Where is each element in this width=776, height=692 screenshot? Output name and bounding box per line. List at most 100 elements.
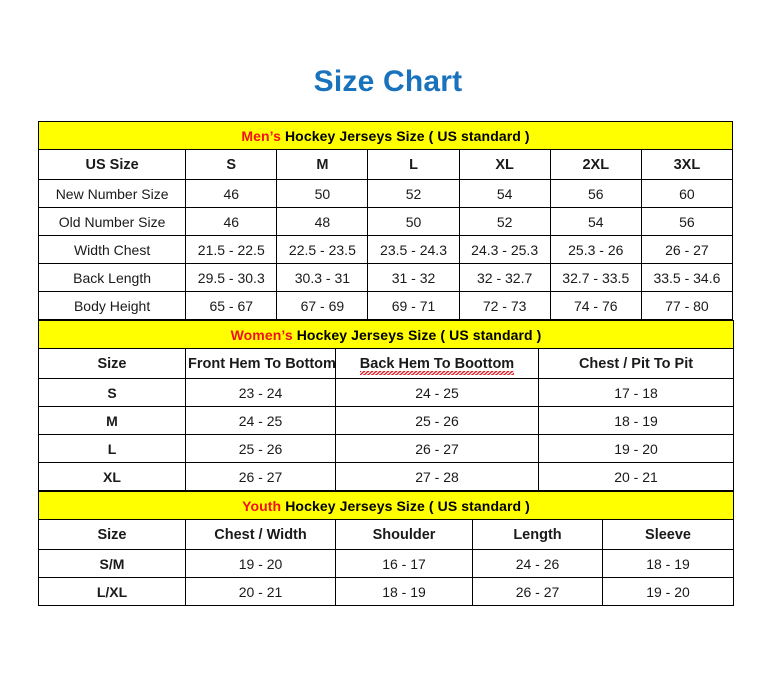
mens-row-label-new-number-size: New Number Size — [37, 179, 187, 208]
table-cell: 65 - 67 — [185, 291, 278, 320]
mens-section-banner-row: Men’s Hockey Jerseys Size ( US standard … — [38, 121, 733, 150]
womens-col-header-back-hem: Back Hem To Boottom — [335, 348, 539, 379]
table-cell: 74 - 76 — [549, 291, 642, 320]
table-row: New Number Size 46 50 52 54 56 60 — [37, 179, 734, 208]
table-row: XL 26 - 27 27 - 28 20 - 21 — [38, 462, 734, 491]
table-cell: 50 — [276, 179, 369, 208]
mens-col-header-xl: XL — [458, 149, 551, 180]
table-row: Back Length 29.5 - 30.3 30.3 - 31 31 - 3… — [37, 263, 734, 292]
table-cell: 27 - 28 — [335, 462, 539, 491]
mens-col-header-m: M — [276, 149, 369, 180]
womens-section-banner-row: Women’s Hockey Jerseys Size ( US standar… — [38, 320, 734, 349]
table-cell: 24 - 25 — [185, 406, 336, 435]
mens-col-header-2xl: 2XL — [549, 149, 642, 180]
table-row: S/M 19 - 20 16 - 17 24 - 26 18 - 19 — [38, 549, 735, 578]
table-cell: 18 - 19 — [335, 577, 473, 606]
womens-section-banner: Women’s Hockey Jerseys Size ( US standar… — [38, 320, 734, 349]
table-cell: 26 - 27 — [640, 235, 734, 264]
table-cell: 32.7 - 33.5 — [549, 263, 642, 292]
table-cell: 24 - 25 — [335, 378, 539, 407]
womens-banner-rest: Hockey Jerseys Size ( US standard ) — [292, 326, 542, 343]
youth-section-banner: Youth Hockey Jerseys Size ( US standard … — [37, 491, 735, 520]
table-cell: 18 - 19 — [538, 406, 734, 435]
youth-section-banner-row: Youth Hockey Jerseys Size ( US standard … — [37, 491, 735, 520]
mens-col-header-3xl: 3XL — [640, 149, 734, 180]
table-cell: 18 - 19 — [601, 549, 735, 578]
youth-row-label-lxl: L/XL — [38, 577, 186, 606]
youth-column-header-row: Size Chest / Width Shoulder Length Sleev… — [38, 519, 735, 550]
table-cell: 33.5 - 34.6 — [640, 263, 734, 292]
womens-row-label-m: M — [38, 406, 186, 435]
mens-row-label-back-length: Back Length — [37, 263, 187, 292]
table-cell: 46 — [185, 179, 278, 208]
table-cell: 77 - 80 — [640, 291, 734, 320]
womens-col-header-front-hem: Front Hem To Bottom — [185, 348, 336, 379]
table-row: M 24 - 25 25 - 26 18 - 19 — [38, 406, 734, 435]
table-cell: 24 - 26 — [472, 549, 603, 578]
page-title: Size Chart — [313, 65, 463, 98]
table-cell: 67 - 69 — [276, 291, 369, 320]
table-cell: 22.5 - 23.5 — [276, 235, 369, 264]
womens-col-header-size: Size — [38, 348, 186, 379]
table-cell: 19 - 20 — [538, 434, 734, 463]
table-cell: 26 - 27 — [185, 462, 336, 491]
mens-row-label-old-number-size: Old Number Size — [37, 207, 187, 236]
mens-column-header-row: US Size S M L XL 2XL 3XL — [37, 149, 734, 180]
womens-row-label-l: L — [38, 434, 186, 463]
mens-row-label-width-chest: Width Chest — [37, 235, 187, 264]
womens-col-header-chest: Chest / Pit To Pit — [538, 348, 734, 379]
table-row: L/XL 20 - 21 18 - 19 26 - 27 19 - 20 — [38, 577, 735, 606]
youth-col-header-shoulder: Shoulder — [335, 519, 473, 550]
table-cell: 23.5 - 24.3 — [367, 235, 460, 264]
table-cell: 31 - 32 — [367, 263, 460, 292]
womens-row-label-xl: XL — [38, 462, 186, 491]
mens-banner-rest: Hockey Jerseys Size ( US standard ) — [280, 127, 530, 144]
table-cell: 48 — [276, 207, 369, 236]
mens-section-banner: Men’s Hockey Jerseys Size ( US standard … — [38, 121, 733, 150]
womens-size-table: Women’s Hockey Jerseys Size ( US standar… — [38, 320, 734, 491]
table-cell: 26 - 27 — [472, 577, 603, 606]
mens-col-header-us-size: US Size — [37, 149, 187, 180]
youth-col-header-chest-width: Chest / Width — [185, 519, 336, 550]
youth-row-label-sm: S/M — [38, 549, 186, 578]
youth-banner-rest: Hockey Jerseys Size ( US standard ) — [281, 497, 530, 514]
womens-col-header-back-hem-text: Back Hem To Boottom — [359, 355, 515, 375]
table-row: L 25 - 26 26 - 27 19 - 20 — [38, 434, 734, 463]
table-row: Body Height 65 - 67 67 - 69 69 - 71 72 -… — [37, 291, 734, 320]
table-cell: 32 - 32.7 — [458, 263, 551, 292]
table-cell: 20 - 21 — [538, 462, 734, 491]
mens-col-header-l: L — [367, 149, 460, 180]
table-row: S 23 - 24 24 - 25 17 - 18 — [38, 378, 734, 407]
table-cell: 54 — [458, 179, 551, 208]
youth-size-table: Youth Hockey Jerseys Size ( US standard … — [37, 491, 735, 606]
table-cell: 46 — [185, 207, 278, 236]
table-cell: 50 — [367, 207, 460, 236]
table-cell: 26 - 27 — [335, 434, 539, 463]
youth-banner-accent: Youth — [242, 497, 282, 514]
table-cell: 16 - 17 — [335, 549, 473, 578]
table-cell: 25.3 - 26 — [549, 235, 642, 264]
womens-row-label-s: S — [38, 378, 186, 407]
table-cell: 20 - 21 — [185, 577, 336, 606]
table-cell: 24.3 - 25.3 — [458, 235, 551, 264]
table-cell: 52 — [367, 179, 460, 208]
youth-col-header-size: Size — [38, 519, 186, 550]
table-cell: 23 - 24 — [185, 378, 336, 407]
table-cell: 60 — [640, 179, 734, 208]
table-cell: 29.5 - 30.3 — [185, 263, 278, 292]
table-cell: 56 — [640, 207, 734, 236]
table-row: Width Chest 21.5 - 22.5 22.5 - 23.5 23.5… — [37, 235, 734, 264]
mens-row-label-body-height: Body Height — [37, 291, 187, 320]
size-chart-container: Men’s Hockey Jerseys Size ( US standard … — [37, 121, 735, 606]
table-cell: 72 - 73 — [458, 291, 551, 320]
table-row: Old Number Size 46 48 50 52 54 56 — [37, 207, 734, 236]
table-cell: 30.3 - 31 — [276, 263, 369, 292]
mens-size-table: Men’s Hockey Jerseys Size ( US standard … — [37, 121, 734, 320]
table-cell: 21.5 - 22.5 — [185, 235, 278, 264]
table-cell: 52 — [458, 207, 551, 236]
table-cell: 69 - 71 — [367, 291, 460, 320]
table-cell: 19 - 20 — [601, 577, 735, 606]
table-cell: 25 - 26 — [185, 434, 336, 463]
womens-column-header-row: Size Front Hem To Bottom Back Hem To Boo… — [38, 348, 734, 379]
youth-col-header-sleeve: Sleeve — [601, 519, 735, 550]
